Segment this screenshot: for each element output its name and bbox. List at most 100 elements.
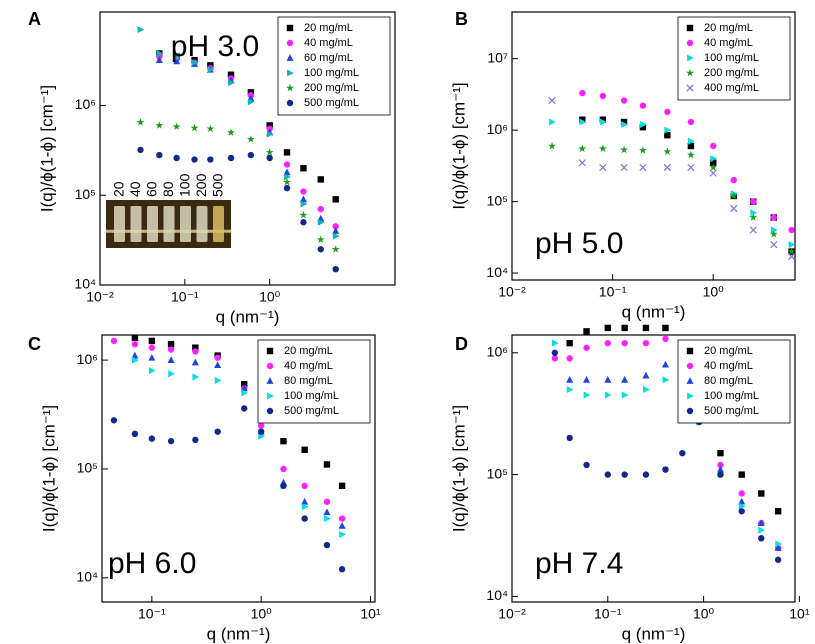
inset-label: 40 [127,181,143,197]
marker [664,126,672,134]
marker [266,377,274,384]
legend-label: 100 mg/mL [704,52,759,64]
x-tick-label: 10⁻² [498,606,526,622]
marker [664,131,671,139]
y-tick-label: 10⁶ [487,121,508,137]
legend-label: 40 mg/mL [704,360,753,372]
y-tick-label: 10⁵ [487,465,508,481]
marker [757,519,765,526]
marker [323,498,331,505]
marker [638,146,647,154]
marker [280,437,287,445]
marker [709,163,718,171]
vial [196,206,208,242]
legend-box [277,16,391,116]
marker [286,39,294,47]
marker [686,362,694,370]
marker [687,392,694,400]
marker [730,176,737,184]
marker [620,97,628,104]
marker [642,371,650,379]
marker [192,436,199,444]
marker [323,508,331,516]
x-tick-label: 10⁰ [251,606,273,622]
marker [167,437,175,445]
marker [787,247,796,255]
marker [156,49,164,57]
marker [770,241,778,249]
legend-label: 500 mg/mL [304,97,359,109]
marker [620,145,629,154]
annotation: pH 3.0 [171,30,259,63]
x-tick-label: 10⁻¹ [594,606,622,622]
marker [549,118,556,126]
marker [566,434,573,442]
annotation: pH 7.4 [535,547,623,580]
panel-letter: D [455,334,468,354]
marker [566,355,573,362]
marker [583,461,590,469]
legend-label: 20 mg/mL [704,345,753,357]
marker [173,154,180,162]
marker [206,124,215,133]
marker [639,102,647,109]
marker [643,385,650,393]
marker [774,556,782,563]
marker [214,361,222,368]
marker [241,405,248,412]
vial [130,206,142,242]
legend-label: 200 mg/mL [704,67,759,79]
marker [599,118,607,126]
marker [710,159,717,166]
marker [338,515,346,522]
annotation: pH 5.0 [535,227,623,260]
marker [266,407,274,415]
marker [738,508,745,515]
marker [317,218,325,226]
y-tick-label: 10⁷ [487,49,508,65]
marker [642,339,650,347]
plot-frame [511,11,796,281]
marker [620,163,628,172]
marker [267,392,274,400]
marker [583,391,591,399]
legend-label: 80 mg/mL [704,375,753,387]
marker [332,227,340,234]
marker [338,522,346,529]
y-axis-label: I(q)/ϕ(1-ϕ) [cm⁻¹] [37,85,56,212]
marker [227,128,235,136]
annotation: pH 6.0 [108,547,196,580]
marker [257,428,265,435]
marker [316,235,325,244]
inset-label: 80 [160,181,176,197]
plot-frame [511,334,796,603]
marker [241,381,248,388]
marker [324,515,331,523]
marker [191,358,199,366]
marker [167,356,175,363]
marker [167,340,175,348]
inset-label: 60 [144,181,160,197]
marker [332,232,340,240]
marker [299,210,308,219]
marker [148,337,156,345]
marker [717,449,724,457]
panel: 10⁻¹ 10⁰ 10¹ 10⁴ 10⁵ 10⁶ q (nm⁻¹) I(q)/ϕ(1-ϕ) [… [28,334,381,644]
marker [775,540,782,548]
marker [774,508,782,515]
marker [131,430,139,438]
x-tick-label: 10⁻¹ [599,284,627,300]
marker [769,230,778,238]
marker [578,144,587,153]
marker [168,370,175,378]
marker [599,116,607,123]
y-tick-label: 10⁴ [486,264,508,280]
marker [621,339,628,347]
marker [228,79,235,87]
marker [621,324,628,332]
marker [214,354,221,361]
marker [621,120,628,129]
marker [686,39,694,47]
marker [710,142,717,150]
marker [787,252,796,261]
